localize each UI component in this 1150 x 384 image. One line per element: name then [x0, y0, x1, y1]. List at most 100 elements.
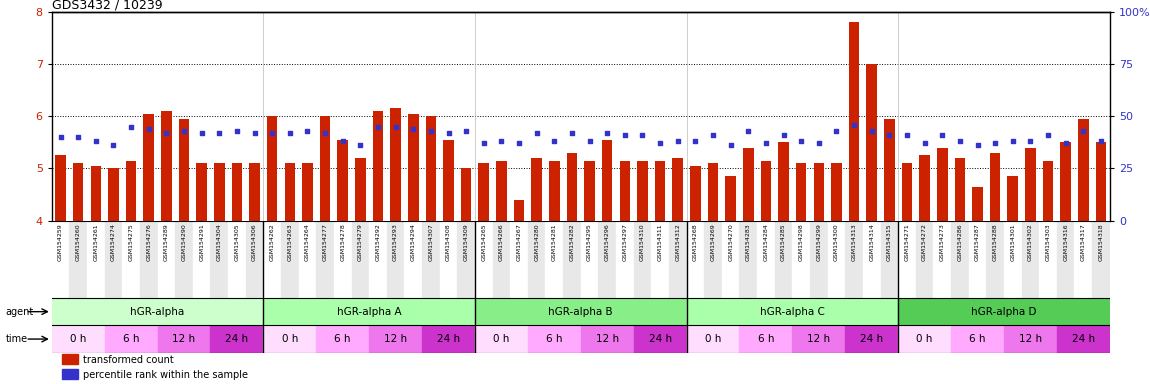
Bar	[722, 221, 739, 298]
Point	[316, 130, 335, 136]
Text: 24 h: 24 h	[225, 334, 248, 344]
Bar	[968, 221, 987, 298]
Bar	[743, 147, 753, 221]
Bar	[810, 221, 828, 298]
Bar	[866, 64, 877, 221]
Bar	[250, 163, 260, 221]
Text: 24 h: 24 h	[649, 334, 672, 344]
Bar	[158, 325, 210, 353]
Point	[192, 130, 210, 136]
Bar	[796, 163, 806, 221]
Bar	[1025, 147, 1036, 221]
Text: GSM154270: GSM154270	[728, 223, 734, 261]
Bar	[511, 221, 528, 298]
Point	[86, 138, 105, 144]
Text: GSM154276: GSM154276	[146, 223, 152, 261]
Bar	[954, 158, 965, 221]
Bar	[673, 158, 683, 221]
Bar	[634, 221, 651, 298]
Bar	[105, 325, 158, 353]
Bar	[915, 221, 934, 298]
Point	[351, 142, 369, 149]
Bar	[584, 161, 595, 221]
Text: 6 h: 6 h	[123, 334, 139, 344]
Point	[562, 130, 581, 136]
Point	[158, 130, 176, 136]
Bar	[316, 221, 333, 298]
Point	[704, 132, 722, 138]
Point	[827, 128, 845, 134]
Text: GSM154301: GSM154301	[1010, 223, 1015, 261]
Bar	[564, 221, 581, 298]
Text: GSM154271: GSM154271	[904, 223, 910, 261]
Text: 12 h: 12 h	[807, 334, 830, 344]
Text: agent: agent	[6, 307, 34, 317]
Text: GSM154283: GSM154283	[745, 223, 751, 261]
Text: GSM154289: GSM154289	[163, 223, 169, 261]
Bar	[987, 221, 1004, 298]
Bar	[69, 221, 87, 298]
Text: GSM154291: GSM154291	[199, 223, 205, 261]
Bar	[267, 116, 277, 221]
Text: GSM154307: GSM154307	[428, 223, 434, 261]
Text: GSM154292: GSM154292	[375, 223, 381, 261]
Point	[386, 124, 405, 130]
Bar	[902, 163, 912, 221]
Text: GSM154293: GSM154293	[393, 223, 398, 261]
Bar	[637, 161, 647, 221]
Bar	[687, 298, 898, 325]
Text: hGR-alpha B: hGR-alpha B	[549, 307, 613, 317]
Point	[175, 128, 193, 134]
Point	[615, 132, 634, 138]
Bar	[193, 221, 210, 298]
Text: 6 h: 6 h	[969, 334, 986, 344]
Text: percentile rank within the sample: percentile rank within the sample	[84, 370, 248, 380]
Text: GSM154262: GSM154262	[269, 223, 275, 261]
Point	[52, 134, 70, 140]
Bar	[898, 221, 915, 298]
Bar	[651, 221, 669, 298]
Text: hGR-alpha D: hGR-alpha D	[972, 307, 1036, 317]
Bar	[72, 163, 84, 221]
Text: GSM154274: GSM154274	[110, 223, 116, 261]
Point	[228, 128, 246, 134]
Text: 0 h: 0 h	[282, 334, 298, 344]
Point	[369, 124, 388, 130]
Point	[1004, 138, 1022, 144]
Point	[457, 128, 475, 134]
Bar	[687, 325, 739, 353]
Bar	[52, 325, 105, 353]
Bar	[598, 221, 616, 298]
Bar	[263, 298, 475, 325]
Bar	[757, 221, 775, 298]
Bar	[972, 187, 983, 221]
Text: GSM154273: GSM154273	[940, 223, 945, 261]
Bar	[316, 325, 369, 353]
Text: 6 h: 6 h	[758, 334, 774, 344]
Text: 12 h: 12 h	[384, 334, 407, 344]
Text: GSM154312: GSM154312	[675, 223, 681, 261]
Bar	[884, 119, 895, 221]
Text: GSM154278: GSM154278	[340, 223, 345, 261]
Text: GSM154269: GSM154269	[711, 223, 715, 261]
Point	[915, 140, 934, 146]
Bar	[105, 221, 122, 298]
Text: GSM154314: GSM154314	[869, 223, 874, 261]
Bar	[601, 140, 613, 221]
Bar	[386, 221, 405, 298]
Bar	[934, 221, 951, 298]
Bar	[210, 325, 263, 353]
Bar	[1057, 221, 1074, 298]
Bar	[458, 221, 475, 298]
Bar	[775, 221, 792, 298]
Bar	[178, 119, 190, 221]
Text: GSM154309: GSM154309	[463, 223, 469, 261]
Bar	[158, 221, 175, 298]
Text: GSM154302: GSM154302	[1028, 223, 1033, 261]
Bar	[1096, 142, 1106, 221]
Point	[651, 140, 669, 146]
Point	[509, 140, 528, 146]
Text: GSM154272: GSM154272	[922, 223, 927, 261]
Text: 12 h: 12 h	[172, 334, 196, 344]
Text: GSM154275: GSM154275	[129, 223, 133, 261]
